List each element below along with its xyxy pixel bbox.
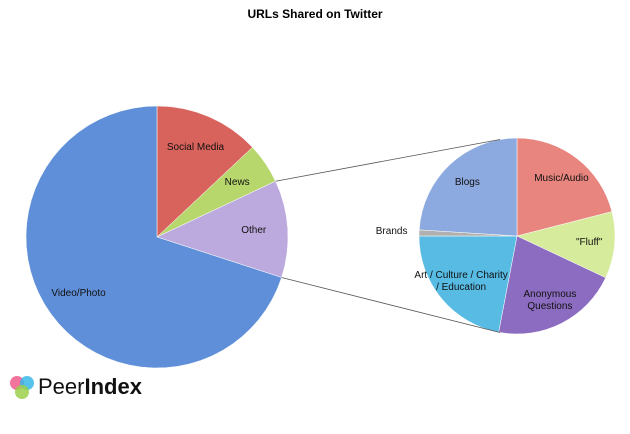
pie-slice xyxy=(516,137,613,237)
chart-title: URLs Shared on Twitter xyxy=(247,7,383,21)
logo-bold: Index xyxy=(84,374,142,399)
pie-slice xyxy=(156,180,289,278)
slice-label: Video/Photo xyxy=(51,287,106,299)
connector-line xyxy=(281,277,501,333)
logo-light: Peer xyxy=(38,374,85,399)
pie-slice xyxy=(516,211,616,279)
logo-text: PeerIndex xyxy=(38,374,142,400)
slice-label: Anonymous Questions xyxy=(523,288,577,312)
slice-label: Music/Audio xyxy=(534,172,589,184)
slice-label: Brands xyxy=(375,226,408,238)
pie-slice xyxy=(498,235,607,335)
pie-slice xyxy=(156,105,253,238)
connector-line xyxy=(275,139,501,182)
logo-icon xyxy=(10,376,34,399)
slice-label: Other xyxy=(241,224,267,236)
pie-slice xyxy=(25,105,282,369)
slice-label: News xyxy=(224,176,250,188)
slice-label: Social Media xyxy=(166,142,225,154)
slice-label: Art / Culture / Charity / Education xyxy=(414,270,508,294)
slice-label: Blogs xyxy=(454,177,480,189)
pie-slice xyxy=(418,137,518,237)
slice-label: "Fluff" xyxy=(576,236,603,248)
